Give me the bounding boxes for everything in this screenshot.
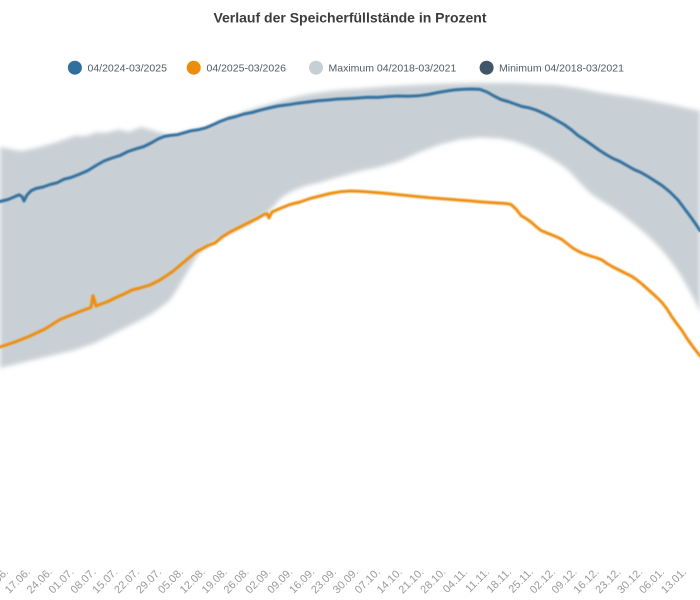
svg-text:04/2024-03/2025: 04/2024-03/2025 (88, 63, 168, 75)
svg-text:Maximum 04/2018-03/2021: Maximum 04/2018-03/2021 (329, 63, 457, 75)
svg-text:Minimum 04/2018-03/2021: Minimum 04/2018-03/2021 (499, 63, 624, 75)
svg-text:Verlauf der Speicherfüllstände: Verlauf der Speicherfüllstände in Prozen… (213, 10, 486, 26)
svg-text:04/2025-03/2026: 04/2025-03/2026 (207, 63, 287, 75)
